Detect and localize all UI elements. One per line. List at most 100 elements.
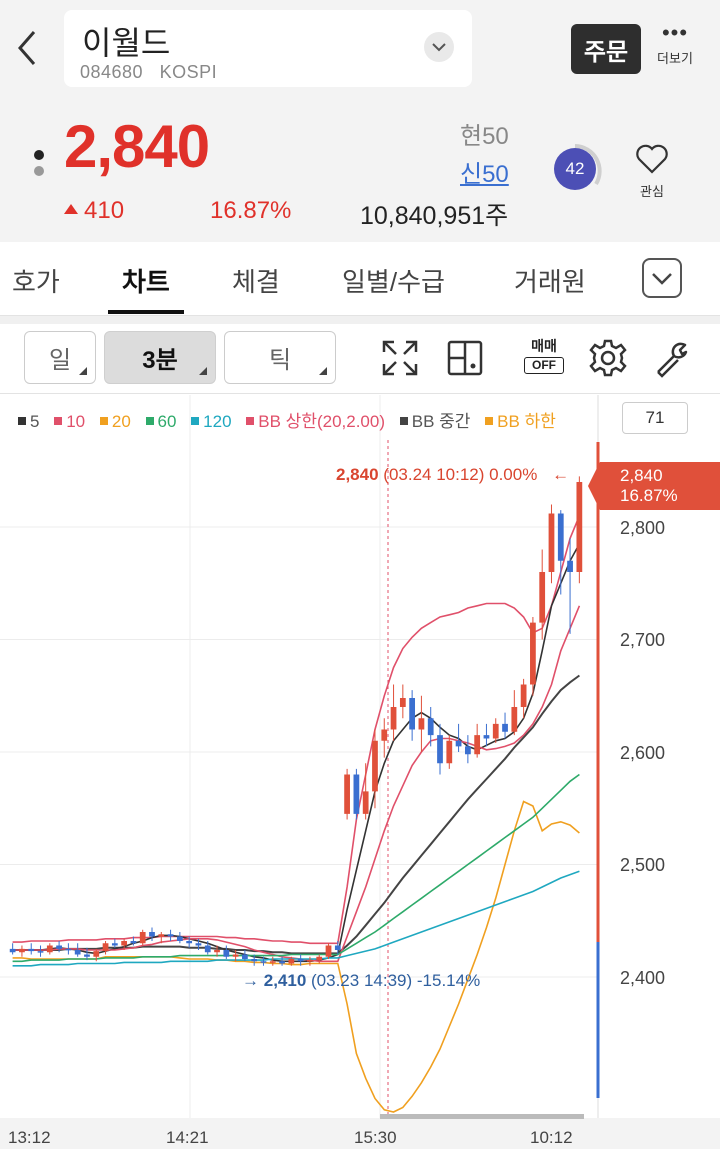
high-detail: (03.24 10:12) 0.00%: [383, 465, 538, 484]
tab-brokers[interactable]: 거래원: [514, 267, 586, 297]
candle-body: [362, 791, 369, 814]
candle-body: [279, 961, 285, 964]
candle-body: [316, 956, 323, 961]
chart-toolbar: 일 3분 틱 매매 OFF: [0, 324, 720, 394]
tab-bar: 호가 차트 체결 일별/수급 거래원: [0, 242, 720, 316]
favorite-button[interactable]: 관심: [630, 144, 674, 199]
candle-body: [102, 943, 109, 952]
heart-icon: [636, 144, 668, 174]
legend-ma60: 60: [145, 412, 176, 431]
candle-body: [474, 735, 481, 755]
stock-dropdown-button[interactable]: [424, 32, 454, 62]
score-value: 42: [554, 148, 596, 190]
candle-body: [409, 698, 416, 730]
legend-ma10: 10: [54, 412, 85, 431]
candle-body: [111, 943, 118, 946]
stock-code-market: 084680 KOSPI: [80, 62, 217, 83]
candle-body: [530, 622, 536, 685]
candle-body: [84, 954, 90, 957]
candle-body: [149, 932, 155, 937]
score-ring-icon: [574, 144, 602, 186]
y-tick-label: 2,400: [620, 968, 666, 988]
low-price: 2,410: [263, 971, 307, 990]
candle-body: [381, 729, 388, 741]
split-view-icon[interactable]: [445, 338, 485, 378]
auto-trade-toggle[interactable]: 매매 OFF: [524, 338, 564, 378]
stock-name: 이월드: [82, 25, 171, 61]
tab-daily-supply[interactable]: 일별/수급: [342, 267, 445, 297]
candle-body: [204, 945, 211, 953]
tab-trades[interactable]: 체결: [232, 267, 280, 297]
candle-body: [176, 936, 183, 941]
candle-body: [567, 560, 573, 572]
candle-body: [511, 707, 518, 732]
candle-body: [37, 951, 44, 953]
period-minute-label: 3분: [142, 347, 178, 374]
legend-ma20: 20: [99, 412, 131, 431]
series-line-60: [12, 773, 580, 963]
price-chart[interactable]: [0, 395, 720, 1149]
candle-body: [232, 954, 239, 957]
more-button[interactable]: ••• 더보기: [650, 22, 700, 67]
legend-bb-upper: BB 상한(20,2.00): [246, 412, 385, 431]
wrench-icon[interactable]: [652, 338, 692, 378]
period-tick-button[interactable]: 틱: [224, 331, 336, 384]
auto-trade-label: 매매: [531, 338, 557, 354]
period-minute-button[interactable]: 3분: [104, 331, 216, 384]
stock-selector[interactable]: 이월드 084680 KOSPI: [64, 10, 472, 87]
stock-code: 084680: [80, 62, 144, 82]
candle-body: [56, 945, 62, 949]
y-tick-label: 2,800: [620, 518, 666, 538]
candle-body: [502, 723, 508, 732]
candle-body: [418, 718, 425, 730]
candle-body: [325, 945, 332, 957]
candle-body: [390, 707, 397, 730]
candle-body: [139, 932, 146, 944]
chart-legend: 5 10 20 60 120 BB 상한(20,2.00) BB 중간 BB 하…: [18, 408, 578, 436]
series-line-BB-상한: [12, 515, 581, 945]
candle-body: [548, 513, 555, 572]
legend-bb-lower: BB 하한: [485, 412, 556, 431]
settings-gear-icon[interactable]: [588, 338, 628, 378]
price-change-value: 410: [84, 197, 125, 224]
candle-body: [483, 735, 490, 739]
low-detail: (03.23 14:39) -15.14%: [311, 971, 481, 990]
candle-body: [158, 934, 165, 937]
period-day-button[interactable]: 일: [24, 331, 96, 384]
fullscreen-icon[interactable]: [380, 338, 420, 378]
chevron-down-icon: [652, 273, 672, 285]
price-tag-value: 2,840: [620, 466, 663, 485]
tab-more-button[interactable]: [642, 258, 682, 298]
series-line-120: [12, 870, 580, 967]
price-change: 410: [64, 197, 124, 225]
back-arrow-icon[interactable]: [14, 28, 44, 68]
indicator-value-box[interactable]: 71: [622, 402, 688, 434]
candle-body: [576, 482, 583, 572]
candle-body: [297, 959, 304, 962]
tab-orderbook[interactable]: 호가: [12, 267, 60, 297]
order-button[interactable]: 주문: [571, 24, 641, 74]
candle-body: [223, 950, 230, 957]
candle-body: [19, 948, 25, 953]
candle-body: [74, 950, 81, 955]
s50-link[interactable]: 신50: [460, 161, 509, 188]
legend-ma120: 120: [191, 412, 232, 431]
up-triangle-icon: [64, 203, 78, 214]
candle-body: [539, 572, 546, 623]
current-price: 2,840: [64, 113, 210, 180]
candle-body: [251, 959, 258, 962]
tab-chart[interactable]: 차트: [122, 267, 170, 297]
x-tick-label: 14:21: [166, 1128, 209, 1147]
section-divider: [0, 316, 720, 324]
period-tick-label: 틱: [268, 347, 292, 374]
candle-body: [437, 735, 443, 764]
candle-body: [9, 948, 16, 953]
series-line-10: [12, 605, 581, 963]
candle-body: [455, 740, 462, 747]
score-badge[interactable]: 42: [548, 144, 602, 198]
more-label: 더보기: [657, 51, 693, 66]
candle-body: [334, 945, 341, 950]
low-annotation: → 2,410 (03.23 14:39) -15.14%: [242, 971, 480, 991]
x-tick-label: 10:12: [530, 1128, 573, 1147]
x-tick-label: 15:30: [354, 1128, 397, 1147]
